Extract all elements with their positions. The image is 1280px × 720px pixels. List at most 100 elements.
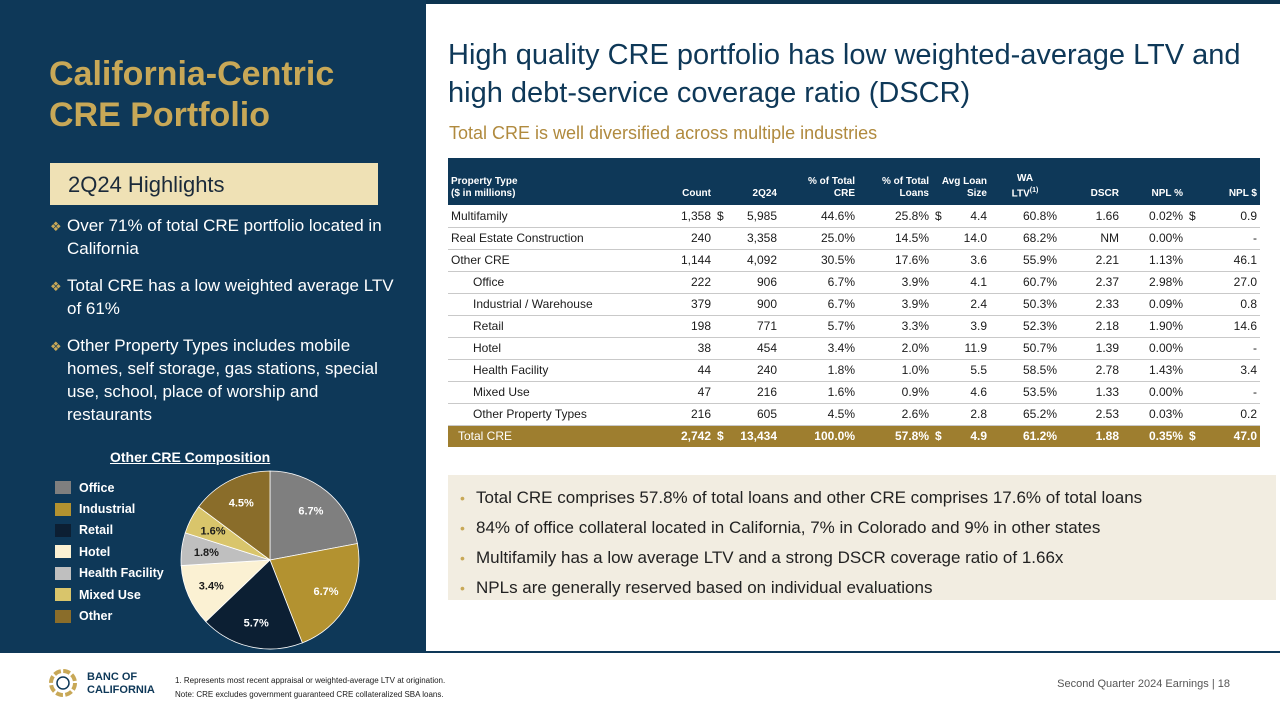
cell-property-type: Mixed Use (448, 381, 620, 404)
legend-swatch (55, 481, 71, 495)
col-header-npl-amount: NPL $ (1186, 158, 1260, 205)
pie-chart-title: Other CRE Composition (110, 449, 271, 465)
cell-2q24: 900 (728, 293, 780, 316)
cell-pct-cre: 1.6% (780, 381, 858, 404)
cell-currency (714, 337, 728, 360)
cell-currency (1186, 293, 1202, 316)
dot-bullet-icon: • (460, 580, 465, 596)
cell-wa-ltv: 60.8% (990, 205, 1060, 228)
cell-wa-ltv: 61.2% (990, 425, 1060, 447)
page-label: Second Quarter 2024 Earnings | 18 (1057, 678, 1230, 690)
cell-currency (932, 403, 946, 426)
cell-avg-loan-size: 4.1 (946, 271, 990, 294)
cell-currency: $ (1186, 425, 1202, 447)
cell-avg-loan-size: 2.8 (946, 403, 990, 426)
cell-2q24: 4,092 (728, 249, 780, 272)
dot-bullet-icon: • (460, 490, 465, 506)
note-item: • Total CRE comprises 57.8% of total loan… (458, 483, 1258, 513)
legend-item: Other (55, 605, 164, 626)
cell-pct-loans: 17.6% (858, 249, 932, 272)
cell-npl-pct: 0.09% (1122, 293, 1186, 316)
cell-currency: $ (932, 425, 946, 447)
note-text: Total CRE comprises 57.8% of total loans… (476, 488, 1143, 507)
cell-pct-loans: 14.5% (858, 227, 932, 250)
legend-item: Industrial (55, 498, 164, 519)
section-title: California-Centric CRE Portfolio (49, 55, 335, 134)
page-subtitle: Total CRE is well diversified across mul… (449, 123, 878, 143)
highlight-item: ❖ Total CRE has a low weighted average LT… (50, 274, 400, 320)
cell-pct-cre: 44.6% (780, 205, 858, 228)
cell-2q24: 240 (728, 359, 780, 382)
col-header-property-type: Property Type ($ in millions) (448, 158, 620, 205)
bank-logo-icon (49, 669, 77, 697)
col-header-2q24: 2Q24 (714, 158, 780, 205)
legend-swatch (55, 523, 71, 537)
cell-avg-loan-size: 2.4 (946, 293, 990, 316)
cell-dscr: 1.66 (1060, 205, 1122, 228)
cell-pct-loans: 1.0% (858, 359, 932, 382)
cell-property-type: Retail (448, 315, 620, 338)
highlight-text: Over 71% of total CRE portfolio located … (67, 216, 382, 258)
col-header-dscr: DSCR (1060, 158, 1122, 205)
cell-2q24: 454 (728, 337, 780, 360)
legend-label: Retail (79, 523, 114, 538)
cell-pct-cre: 5.7% (780, 315, 858, 338)
table-row: Mixed Use 47 216 1.6% 0.9% 4.6 53.5% 1.33 0.00% - (448, 381, 1260, 404)
highlight-item: ❖ Over 71% of total CRE portfolio located… (50, 214, 400, 260)
cell-dscr: 1.39 (1060, 337, 1122, 360)
cell-currency (1186, 315, 1202, 338)
cell-npl-amount: 14.6 (1202, 315, 1260, 338)
legend-label: Mixed Use (79, 587, 141, 602)
cell-npl-pct: 2.98% (1122, 271, 1186, 294)
cell-wa-ltv: 50.7% (990, 337, 1060, 360)
cell-npl-amount: - (1202, 227, 1260, 250)
pie-slice-label: 4.5% (229, 498, 254, 510)
cell-pct-cre: 30.5% (780, 249, 858, 272)
pie-legend: Office Industrial Retail Hotel Health Facili… (55, 477, 164, 627)
cre-portfolio-table: Property Type ($ in millions) Count 2Q24 … (448, 158, 1260, 447)
cell-count: 222 (620, 271, 714, 294)
highlights-list: ❖ Over 71% of total CRE portfolio located… (50, 214, 400, 440)
pie-slice-label: 1.8% (194, 547, 219, 559)
cell-pct-cre: 1.8% (780, 359, 858, 382)
table-row: Retail 198 771 5.7% 3.3% 3.9 52.3% 2.18 1.90% 14.… (448, 315, 1260, 338)
table-row: Health Facility 44 240 1.8% 1.0% 5.5 58.5% 2.78… (448, 359, 1260, 382)
cell-property-type: Other Property Types (448, 403, 620, 426)
cell-dscr: 2.21 (1060, 249, 1122, 272)
cell-avg-loan-size: 4.4 (946, 205, 990, 228)
cell-pct-cre: 3.4% (780, 337, 858, 360)
table-row: Other CRE 1,144 4,092 30.5% 17.6% 3.6 55.9% 2.2… (448, 249, 1260, 272)
cell-currency (932, 293, 946, 316)
cell-pct-loans: 25.8% (858, 205, 932, 228)
highlights-header: 2Q24 Highlights (50, 163, 378, 205)
cell-pct-cre: 6.7% (780, 271, 858, 294)
cell-pct-cre: 4.5% (780, 403, 858, 426)
cell-npl-amount: - (1202, 337, 1260, 360)
cell-avg-loan-size: 4.6 (946, 381, 990, 404)
cell-currency (932, 227, 946, 250)
note-text: NPLs are generally reserved based on ind… (476, 578, 933, 597)
cell-currency (714, 403, 728, 426)
cell-wa-ltv: 50.3% (990, 293, 1060, 316)
cell-avg-loan-size: 14.0 (946, 227, 990, 250)
cell-currency (1186, 227, 1202, 250)
cell-dscr: 2.33 (1060, 293, 1122, 316)
cell-property-type: Hotel (448, 337, 620, 360)
cell-currency (1186, 271, 1202, 294)
cell-npl-amount: 27.0 (1202, 271, 1260, 294)
table-total-row: Total CRE 2,742 $13,434 100.0% 57.8% $4.9 61.2… (448, 425, 1260, 447)
footer-rule (0, 651, 1280, 653)
cell-pct-cre: 100.0% (780, 425, 858, 447)
table-row: Hotel 38 454 3.4% 2.0% 11.9 50.7% 1.39 0.00% - (448, 337, 1260, 360)
cell-wa-ltv: 58.5% (990, 359, 1060, 382)
cell-wa-ltv: 68.2% (990, 227, 1060, 250)
cell-currency (1186, 337, 1202, 360)
legend-label: Office (79, 480, 115, 495)
table-row: Office 222 906 6.7% 3.9% 4.1 60.7% 2.37 2.98% 27.… (448, 271, 1260, 294)
cell-count: 216 (620, 403, 714, 426)
cell-currency (1186, 249, 1202, 272)
cell-dscr: 1.88 (1060, 425, 1122, 447)
legend-swatch (55, 545, 71, 559)
cell-pct-loans: 2.0% (858, 337, 932, 360)
pie-slice-label: 6.7% (298, 506, 323, 518)
